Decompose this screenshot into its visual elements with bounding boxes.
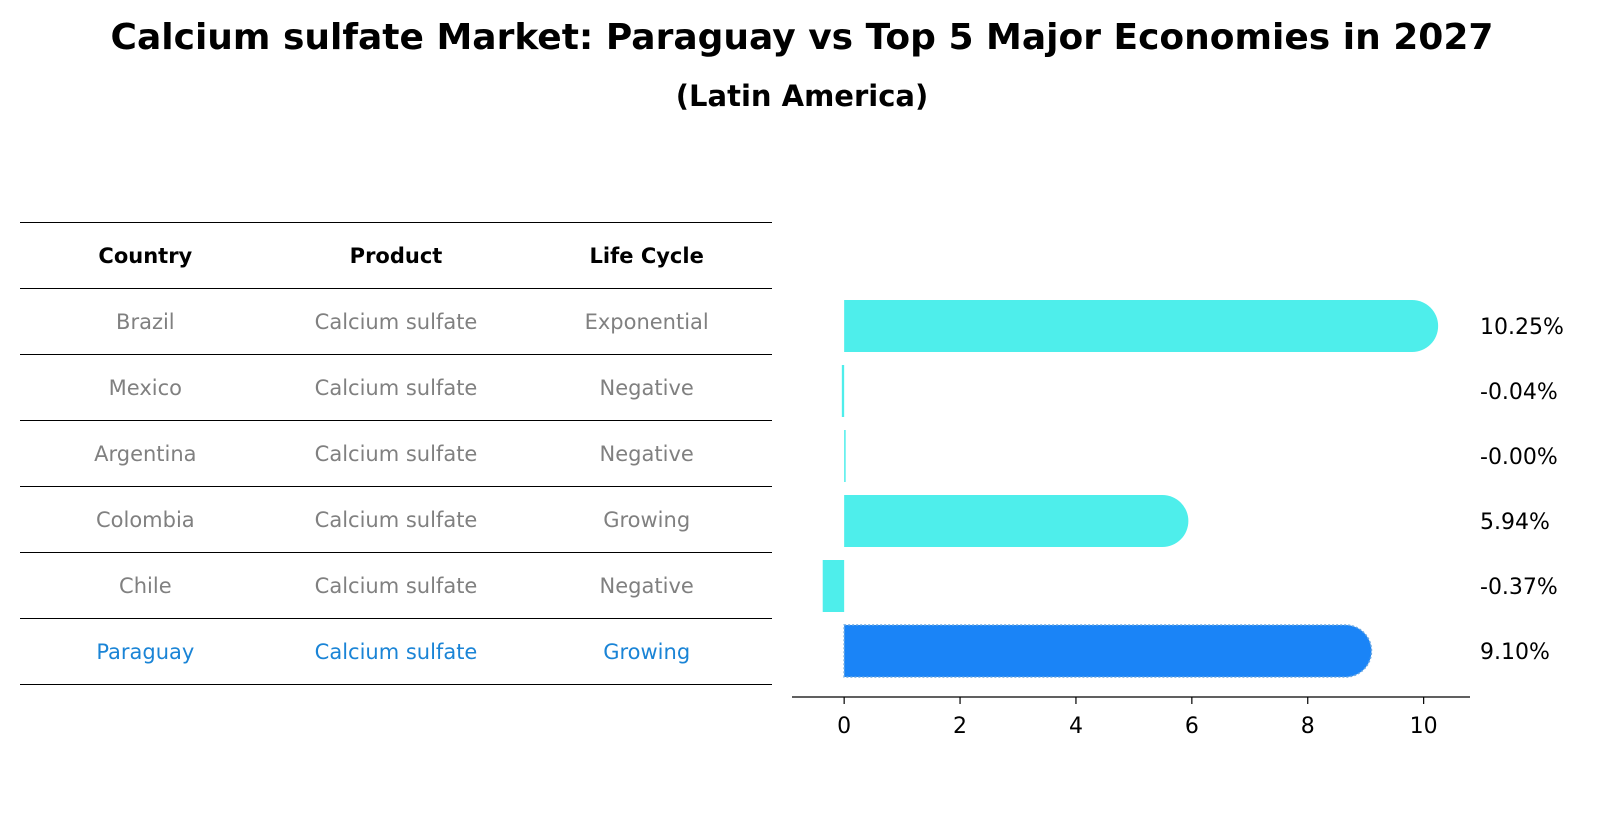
- bar: [822, 560, 845, 612]
- chart-subtitle: (Latin America): [675, 79, 929, 113]
- bar: [844, 430, 846, 482]
- cell-country: Chile: [119, 573, 172, 598]
- bar: [844, 300, 1439, 352]
- cell-life-cycle: Growing: [603, 507, 691, 532]
- chart-title: Calcium sulfate Market: Paraguay vs Top …: [110, 17, 1494, 58]
- bar-value-label: 10.25%: [1480, 315, 1564, 340]
- cell-life-cycle: Negative: [599, 375, 694, 400]
- bar-value-label: -0.04%: [1480, 380, 1558, 405]
- x-tick-label: 8: [1301, 714, 1315, 739]
- header-life-cycle: Life Cycle: [589, 243, 704, 268]
- cell-product: Calcium sulfate: [314, 639, 478, 664]
- cell-country: Brazil: [116, 309, 175, 334]
- table-row-highlighted: Paraguay Calcium sulfate Growing: [20, 619, 772, 685]
- bar-value-label: 9.10%: [1480, 640, 1550, 665]
- bar-highlighted: [843, 624, 1373, 678]
- cell-country: Mexico: [108, 375, 182, 400]
- header-product: Product: [349, 243, 443, 268]
- bar-value-label: -0.37%: [1480, 575, 1558, 600]
- country-table: Country Product Life Cycle Brazil Calciu…: [20, 222, 772, 685]
- x-tick-label: 10: [1410, 714, 1438, 739]
- cell-life-cycle: Growing: [603, 639, 691, 664]
- table-row: Chile Calcium sulfate Negative: [20, 553, 772, 619]
- x-tick-label: 4: [1069, 714, 1083, 739]
- cell-product: Calcium sulfate: [314, 573, 478, 598]
- cell-product: Calcium sulfate: [314, 309, 478, 334]
- bar: [841, 365, 845, 417]
- table-row: Colombia Calcium sulfate Growing: [20, 487, 772, 553]
- x-tick-label: 2: [953, 714, 967, 739]
- cell-product: Calcium sulfate: [314, 441, 478, 466]
- x-tick-label: 6: [1185, 714, 1199, 739]
- bar: [844, 495, 1189, 547]
- cell-country: Paraguay: [96, 639, 195, 664]
- cell-life-cycle: Exponential: [584, 309, 709, 334]
- cell-product: Calcium sulfate: [314, 375, 478, 400]
- cell-life-cycle: Negative: [599, 573, 694, 598]
- x-tick-label: 0: [837, 714, 851, 739]
- cell-life-cycle: Negative: [599, 441, 694, 466]
- table-header-row: Country Product Life Cycle: [20, 223, 772, 289]
- table-row: Mexico Calcium sulfate Negative: [20, 355, 772, 421]
- header-country: Country: [98, 243, 193, 268]
- table-row: Brazil Calcium sulfate Exponential: [20, 289, 772, 355]
- cell-country: Colombia: [95, 507, 195, 532]
- bar-value-label: 5.94%: [1480, 510, 1550, 535]
- bar-value-label: -0.00%: [1480, 445, 1558, 470]
- cell-product: Calcium sulfate: [314, 507, 478, 532]
- table-row: Argentina Calcium sulfate Negative: [20, 421, 772, 487]
- cell-country: Argentina: [94, 441, 197, 466]
